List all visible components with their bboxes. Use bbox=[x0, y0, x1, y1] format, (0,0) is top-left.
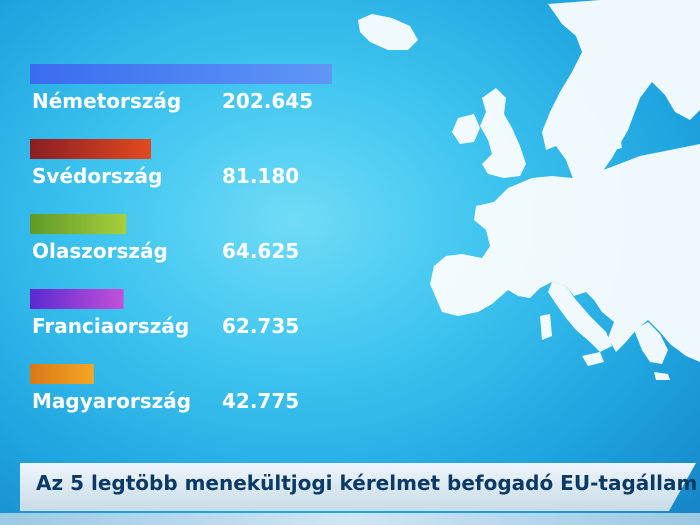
bottom-strip bbox=[0, 513, 700, 525]
value-label: 42.775 bbox=[222, 389, 299, 413]
bar-4 bbox=[30, 289, 124, 309]
caption-banner bbox=[20, 463, 696, 511]
category-label: Magyarország bbox=[32, 389, 191, 413]
value-label: 81.180 bbox=[222, 164, 299, 188]
value-label: 202.645 bbox=[222, 89, 313, 113]
bar-3 bbox=[30, 214, 127, 234]
category-label: Németország bbox=[32, 89, 181, 113]
category-label: Svédország bbox=[32, 164, 162, 188]
value-label: 64.625 bbox=[222, 239, 299, 263]
bar-5 bbox=[30, 364, 94, 384]
category-label: Franciaország bbox=[32, 314, 189, 338]
value-label: 62.735 bbox=[222, 314, 299, 338]
chart-title: Az 5 legtöbb menekültjogi kérelmet befog… bbox=[36, 471, 698, 495]
bar-1 bbox=[30, 64, 332, 84]
category-label: Olaszország bbox=[32, 239, 168, 263]
bar-2 bbox=[30, 139, 151, 159]
bar-chart: Németország 202.645 Svédország 81.180 Olaszo… bbox=[30, 64, 332, 413]
